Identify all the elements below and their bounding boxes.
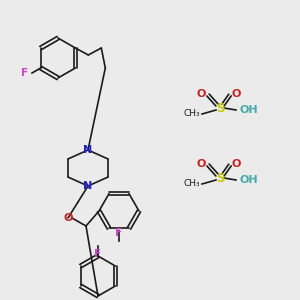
Text: O: O [196, 159, 206, 169]
Text: O: O [232, 89, 242, 99]
Text: S: S [216, 101, 224, 115]
Text: O: O [232, 159, 242, 169]
Text: OH: OH [239, 175, 258, 185]
Text: O: O [196, 89, 206, 99]
Text: F: F [21, 68, 28, 78]
Text: CH₃: CH₃ [183, 179, 200, 188]
Text: N: N [83, 181, 93, 191]
Text: CH₃: CH₃ [183, 110, 200, 118]
Text: S: S [216, 172, 224, 184]
Text: F: F [94, 249, 102, 259]
Text: OH: OH [239, 105, 258, 115]
Text: N: N [83, 145, 93, 155]
Text: O: O [63, 213, 73, 223]
Text: F: F [116, 228, 123, 238]
